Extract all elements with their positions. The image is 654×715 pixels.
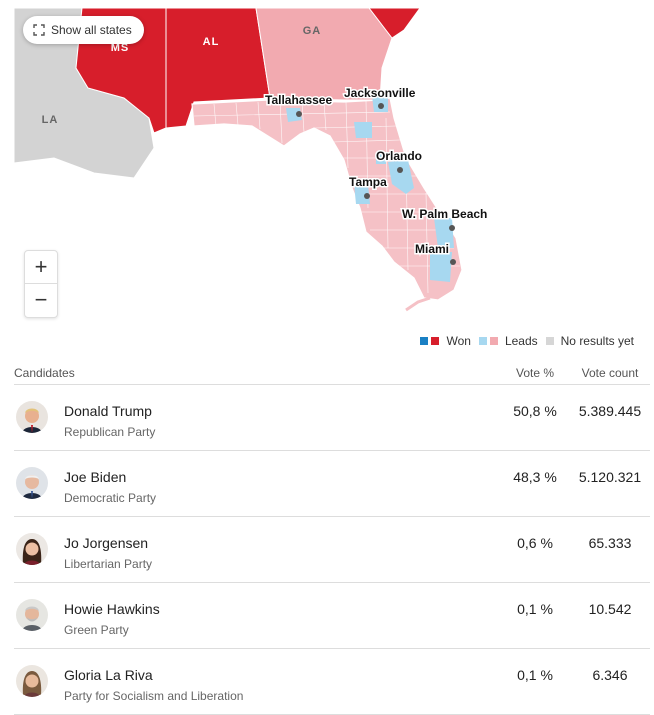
candidate-name: Gloria La Riva [64, 667, 153, 683]
map-legend: Won Leads No results yet [420, 334, 634, 348]
table-row[interactable]: Howie Hawkins Green Party 0,1 % 10.542 [14, 583, 650, 649]
map-canvas[interactable]: MS AL GA LA Tallahassee Jacksonville Orl… [14, 8, 650, 328]
state-fl[interactable] [191, 97, 463, 301]
dem-won-swatch [420, 337, 429, 345]
candidate-party: Libertarian Party [64, 557, 153, 571]
city-label-tampa: Tampa [349, 175, 387, 189]
vote-count: 10.542 [588, 601, 632, 617]
biden-avatar [16, 467, 48, 499]
vote-count: 6.346 [592, 667, 628, 683]
vote-pct: 0,1 % [517, 667, 553, 683]
header-candidates: Candidates [14, 366, 75, 380]
trump-avatar [16, 401, 48, 433]
vote-count: 65.333 [588, 535, 632, 551]
state-label-al: AL [203, 36, 220, 48]
table-row[interactable]: Gloria La Riva Party for Socialism and L… [14, 649, 650, 715]
city-markers [296, 103, 456, 265]
vote-pct: 50,8 % [513, 403, 557, 419]
dem-leading-counties [286, 96, 454, 282]
header-vote-count: Vote count [581, 366, 639, 380]
state-label-ms: MS [111, 42, 130, 54]
zoom-in-button[interactable]: + [34, 254, 48, 279]
city-label-w-palm-beach: W. Palm Beach [402, 207, 487, 221]
vote-pct: 0,6 % [517, 535, 553, 551]
table-row[interactable]: Jo Jorgensen Libertarian Party 0,6 % 65.… [14, 517, 650, 583]
florida-keys [405, 296, 431, 312]
dem-leads-swatch [478, 337, 487, 345]
table-row[interactable]: Donald Trump Republican Party 50,8 % 5.3… [14, 385, 650, 451]
candidate-party: Republican Party [64, 425, 156, 439]
legend-won: Won [420, 334, 471, 348]
lariva-avatar [16, 665, 48, 697]
legend-no-results: No results yet [545, 334, 634, 348]
hawkins-avatar [16, 599, 48, 631]
city-label-orlando: Orlando [376, 149, 422, 163]
header-vote-pct: Vote % [515, 366, 555, 380]
legend-leads-label: Leads [504, 334, 538, 348]
election-map[interactable]: MS AL GA LA Tallahassee Jacksonville Orl… [14, 8, 650, 328]
candidate-party: Party for Socialism and Liberation [64, 689, 244, 703]
candidate-name: Donald Trump [64, 403, 152, 419]
zoom-out-button[interactable]: − [25, 283, 57, 316]
state-al[interactable] [165, 8, 271, 129]
candidate-name: Joe Biden [64, 469, 127, 485]
city-label-jacksonville: Jacksonville [344, 86, 416, 100]
candidate-name: Jo Jorgensen [64, 535, 149, 551]
vote-pct: 48,3 % [513, 469, 557, 485]
rep-won-swatch [431, 337, 440, 345]
show-all-states-button[interactable]: Show all states [23, 16, 144, 44]
vote-count: 5.120.321 [578, 469, 642, 485]
city-label-tallahassee: Tallahassee [265, 93, 332, 107]
rep-leads-swatch [489, 337, 498, 345]
candidate-party: Democratic Party [64, 491, 157, 505]
vote-count: 5.389.445 [578, 403, 642, 419]
legend-no-results-label: No results yet [560, 334, 634, 348]
legend-won-label: Won [446, 334, 471, 348]
state-sc[interactable] [368, 8, 421, 39]
state-label-la: LA [42, 114, 59, 126]
show-all-states-label: Show all states [51, 23, 132, 37]
results-table: Candidates Vote % Vote count Donald Trum… [14, 362, 650, 715]
table-row[interactable]: Joe Biden Democratic Party 48,3 % 5.120.… [14, 451, 650, 517]
legend-leads: Leads [478, 334, 538, 348]
table-header: Candidates Vote % Vote count [14, 362, 650, 385]
candidate-name: Howie Hawkins [64, 601, 160, 617]
city-label-miami: Miami [415, 242, 449, 256]
zoom-control: + − [24, 250, 58, 318]
expand-icon [33, 24, 45, 36]
vote-pct: 0,1 % [517, 601, 553, 617]
state-label-ga: GA [303, 25, 322, 37]
no-results-swatch [545, 337, 554, 345]
jorgensen-avatar [16, 533, 48, 565]
candidate-party: Green Party [64, 623, 129, 637]
